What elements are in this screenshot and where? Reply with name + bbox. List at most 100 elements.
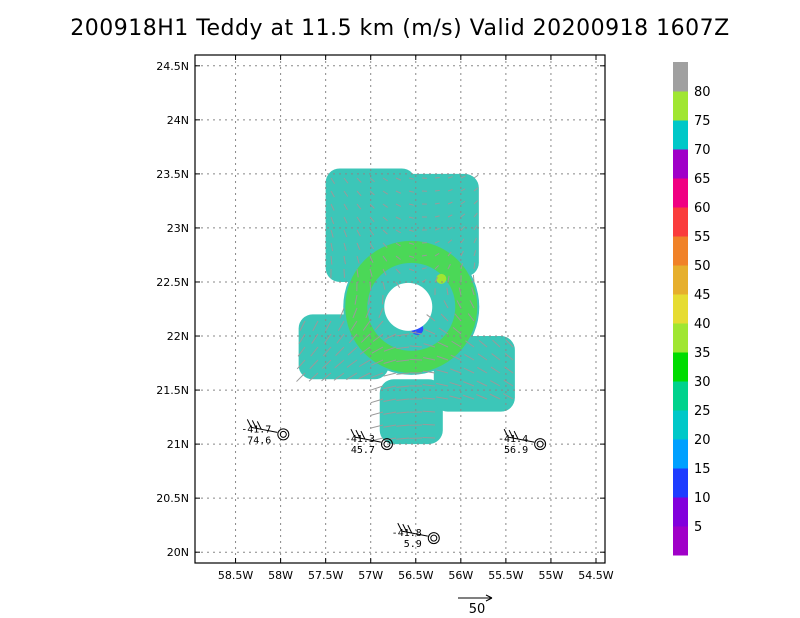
wind-vector bbox=[422, 370, 436, 374]
wind-vector bbox=[476, 394, 488, 400]
wind-vector bbox=[473, 174, 479, 179]
wind-vector bbox=[370, 372, 384, 379]
wind-vector bbox=[395, 281, 401, 288]
y-tick-label: 23N bbox=[167, 222, 189, 235]
wind-vector bbox=[460, 225, 465, 231]
wind-vector bbox=[382, 177, 389, 182]
wind-vector bbox=[434, 265, 439, 270]
wind-vector bbox=[383, 411, 397, 415]
wind-vector bbox=[356, 190, 362, 197]
colorbar-segment bbox=[673, 468, 688, 498]
wind-vector bbox=[462, 394, 475, 400]
x-tick-label: 57W bbox=[358, 569, 383, 582]
wind-vector bbox=[505, 339, 514, 348]
x-tick-label: 58.5W bbox=[218, 569, 253, 582]
wind-barb-flag bbox=[350, 428, 356, 438]
colorbar-segment bbox=[673, 381, 688, 411]
wind-vector bbox=[360, 333, 371, 343]
wind-vector bbox=[396, 424, 410, 427]
wind-vector bbox=[434, 276, 438, 283]
wind-vector bbox=[356, 255, 360, 264]
wind-vector bbox=[395, 268, 401, 274]
x-tick-label: 57.5W bbox=[308, 569, 343, 582]
wind-vector bbox=[421, 279, 427, 283]
wind-vector bbox=[447, 275, 450, 283]
wind-vector bbox=[358, 372, 371, 380]
wind-vector bbox=[343, 190, 349, 197]
wind-vector bbox=[369, 281, 372, 291]
wind-vector bbox=[434, 215, 440, 218]
x-axis-ticks: 58.5W 58W 57.5W 57W 56.5W 56W 55.5W 55W 54.5W bbox=[218, 55, 614, 582]
wind-vector bbox=[476, 380, 488, 387]
wind-vector bbox=[370, 385, 384, 391]
wind-barb-flag bbox=[503, 428, 509, 438]
wind-vector bbox=[436, 369, 449, 374]
wind-vector bbox=[365, 307, 371, 319]
x-tick-label: 56.5W bbox=[398, 569, 433, 582]
wind-vector bbox=[325, 320, 332, 332]
y-tick-label: 22.5N bbox=[156, 276, 189, 289]
wind-vector bbox=[408, 216, 415, 219]
observation-center bbox=[536, 440, 544, 448]
wind-vector bbox=[473, 212, 478, 218]
wind-vector bbox=[395, 203, 402, 207]
wind-vector bbox=[447, 188, 453, 192]
wind-vector bbox=[477, 353, 488, 361]
wind-vector bbox=[330, 229, 334, 238]
y-tick-label: 24N bbox=[167, 114, 189, 127]
wind-vector bbox=[426, 314, 436, 322]
wind-barb-shaft bbox=[401, 530, 428, 537]
wind-vector bbox=[362, 320, 371, 331]
wind-barb-flag bbox=[360, 430, 366, 440]
wind-vector bbox=[371, 359, 384, 366]
wind-vector bbox=[382, 216, 388, 222]
observation-ring bbox=[534, 438, 547, 451]
wind-vector bbox=[343, 229, 348, 238]
wind-vector bbox=[422, 397, 436, 400]
observation-center bbox=[430, 534, 438, 542]
wind-vector bbox=[477, 367, 488, 374]
wind-vector bbox=[296, 359, 306, 370]
wind-vector bbox=[460, 213, 466, 218]
wind-vector bbox=[447, 239, 453, 244]
wind-vector bbox=[446, 287, 449, 296]
colorbar-label: 40 bbox=[694, 317, 711, 332]
wind-vector bbox=[369, 177, 375, 183]
colorbar-label: 15 bbox=[694, 462, 711, 477]
colorbar-segment bbox=[673, 294, 688, 324]
wind-vector bbox=[370, 411, 384, 416]
wind-vector bbox=[460, 250, 464, 257]
wind-vector bbox=[370, 398, 384, 404]
wind-vector bbox=[422, 410, 436, 413]
x-tick-label: 54.5W bbox=[578, 569, 613, 582]
high-wind-patch bbox=[436, 273, 447, 284]
wind-vector bbox=[422, 423, 436, 426]
wind-vector bbox=[335, 346, 345, 357]
wind-vector bbox=[449, 381, 462, 387]
wind-vector bbox=[436, 355, 449, 361]
wind-vector bbox=[382, 229, 388, 235]
wind-vector bbox=[423, 357, 436, 361]
wind-vector bbox=[382, 268, 387, 276]
colorbar-segment bbox=[673, 410, 688, 440]
wind-barb-shaft bbox=[354, 436, 382, 443]
colorbar-label: 80 bbox=[694, 85, 711, 100]
wind-vector bbox=[359, 346, 371, 355]
x-tick-label: 55W bbox=[538, 569, 563, 582]
wind-vector bbox=[473, 200, 479, 205]
wind-vector bbox=[369, 229, 375, 236]
wind-barb-flag bbox=[407, 524, 413, 534]
wind-vector bbox=[409, 331, 423, 335]
wind-vector bbox=[408, 177, 415, 180]
wind-vector bbox=[489, 393, 501, 400]
wind-vector bbox=[369, 242, 374, 250]
wind-vector bbox=[382, 242, 388, 248]
colorbar-segment bbox=[673, 178, 688, 208]
wind-vector bbox=[343, 242, 347, 251]
wind-vector bbox=[447, 214, 453, 218]
wind-vector bbox=[346, 372, 358, 381]
wind-vector bbox=[343, 255, 346, 265]
colorbar-segment bbox=[673, 91, 688, 121]
wind-vector bbox=[458, 287, 462, 296]
wind-vector bbox=[383, 385, 397, 390]
